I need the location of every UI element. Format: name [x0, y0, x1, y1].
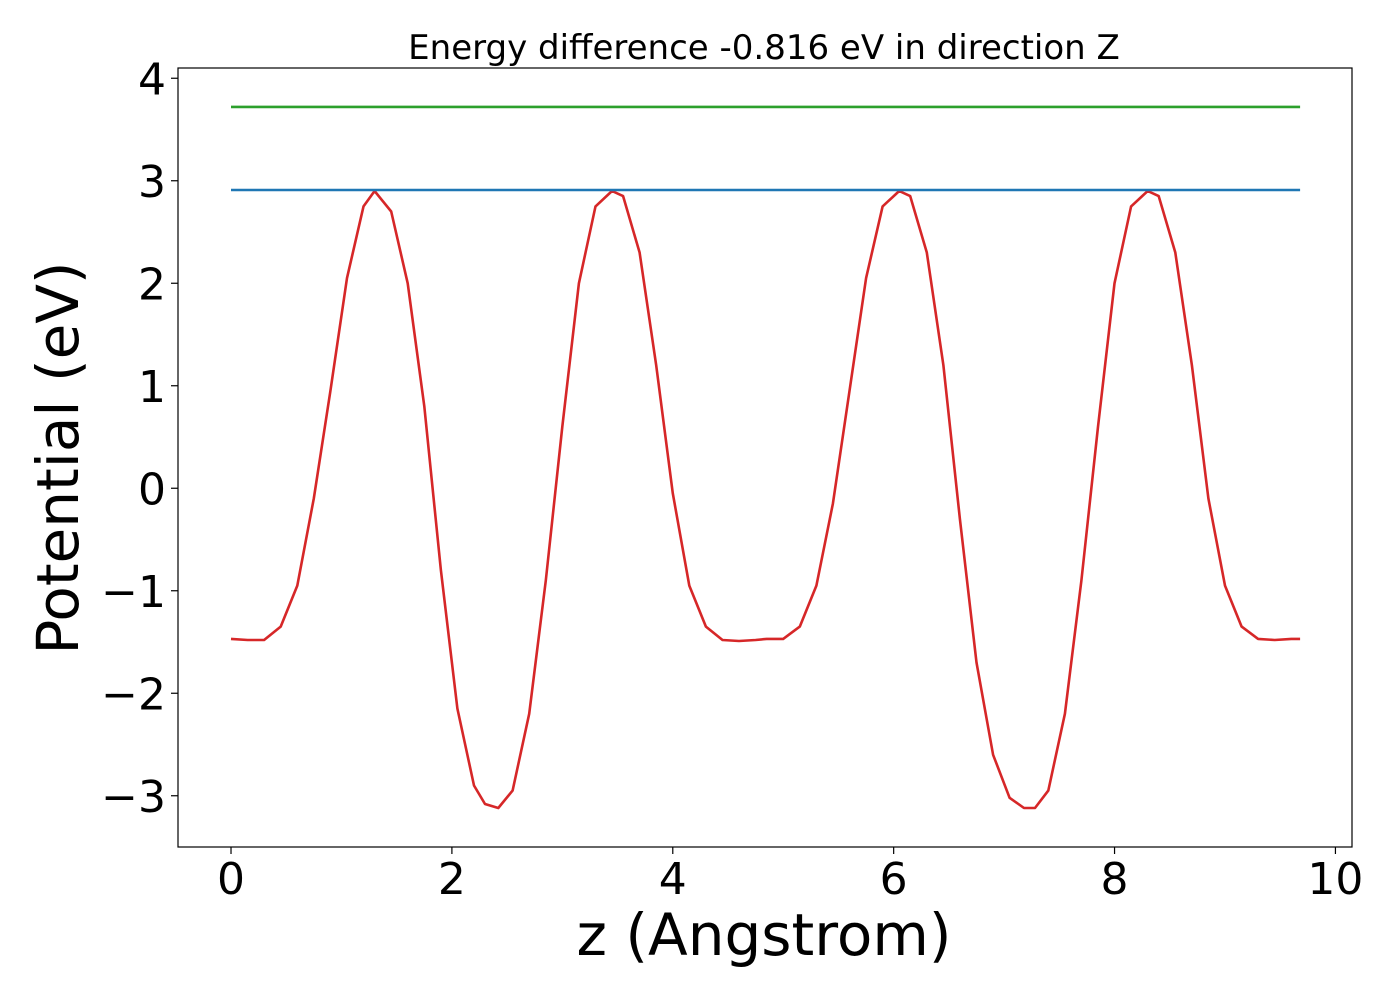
- y-tick-label: 0: [138, 464, 166, 515]
- y-tick-label: −2: [101, 669, 166, 720]
- plot-area: [230, 105, 1301, 810]
- y-tick-label: 1: [138, 362, 166, 413]
- x-tick-label: 6: [880, 854, 908, 905]
- x-tick-label: 10: [1307, 854, 1363, 905]
- x-tick-label: 4: [659, 854, 687, 905]
- y-tick-label: −1: [101, 567, 166, 618]
- y-axis-label: Potential (eV): [24, 261, 92, 654]
- x-tick-label: 2: [438, 854, 466, 905]
- y-tick-label: 3: [138, 157, 166, 208]
- series-line-1: [230, 189, 1301, 810]
- x-axis-label: z (Angstrom): [577, 901, 952, 969]
- y-axis: −3 −2 −1 0 1 2 3 4: [101, 54, 178, 823]
- x-tick-label: 8: [1101, 854, 1129, 905]
- plot-frame: [177, 67, 1353, 848]
- y-tick-label: 4: [138, 54, 166, 105]
- y-tick-label: −3: [101, 772, 166, 823]
- chart-title: Energy difference -0.816 eV in direction…: [408, 28, 1120, 68]
- x-tick-label: 0: [217, 854, 245, 905]
- y-tick-label: 2: [138, 259, 166, 310]
- x-axis: 0 2 4 6 8 10: [217, 847, 1363, 905]
